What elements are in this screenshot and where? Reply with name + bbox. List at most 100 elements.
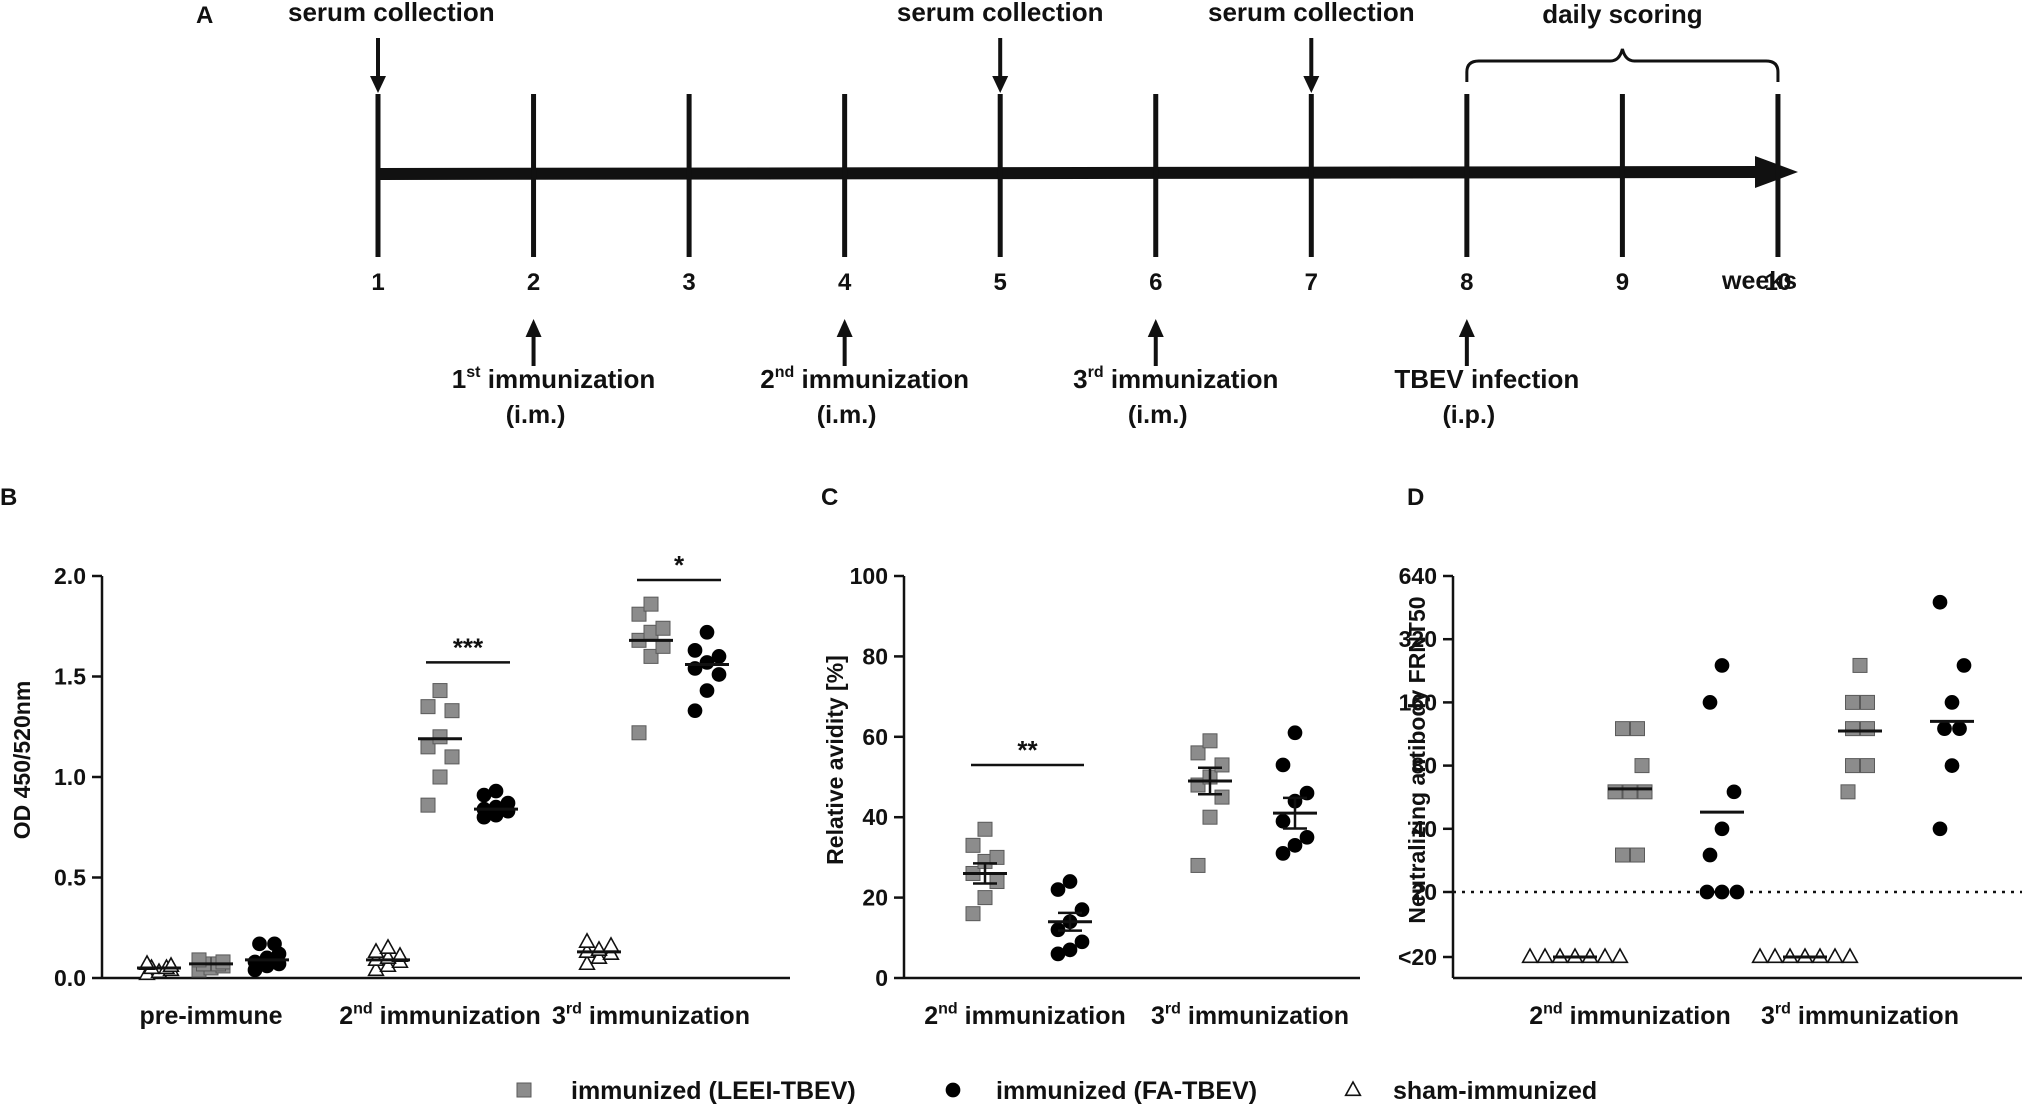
panel-c-avidity-chart: C 0 20 40 60 80 100 Relative avidity [%] 2nd imm… (821, 484, 1360, 1030)
data-point-circle (1275, 813, 1291, 829)
data-point-square (1860, 758, 1875, 774)
x-group-label-text: immunization (958, 1002, 1126, 1030)
event-label-text: immunization (794, 364, 969, 394)
y-tick-label: 80 (862, 643, 888, 669)
week-ticks (375, 94, 1781, 257)
data-point-square (444, 749, 460, 765)
data-point-circle (711, 649, 727, 664)
week-label-9: 9 (1616, 269, 1629, 296)
x-group-label-text: immunization (373, 1002, 541, 1030)
y-tick-label: 80 (1411, 753, 1437, 779)
x-group-label-text: immunization (1181, 1002, 1349, 1030)
data-point-square (965, 837, 981, 853)
serum-collection-arrow-head (370, 76, 386, 93)
data-point-square (1214, 789, 1230, 805)
scoring-brace (1465, 48, 1780, 82)
panel-label-c: C (821, 484, 838, 511)
data-point-circle (252, 936, 267, 952)
serum-collection-annotations: serum collection serum collection serum co… (288, 0, 1415, 93)
data-point-square (1845, 721, 1860, 737)
x-group-label-superscript: rd (1165, 1001, 1181, 1018)
week-label-10: 10 (1765, 269, 1792, 296)
data-point-square (977, 890, 993, 906)
data-point-circle (1050, 946, 1066, 962)
data-point-circle (1714, 821, 1730, 837)
data-point-square (1607, 784, 1623, 800)
y-tick-label: 1.5 (54, 664, 86, 690)
data-point-circle (1702, 695, 1718, 710)
data-point-circle (699, 624, 715, 640)
y-tick-label: 2.0 (54, 563, 86, 589)
y-tick-label: 40 (1411, 816, 1437, 842)
data-point-square (655, 620, 671, 636)
data-point-circle (1932, 821, 1948, 837)
data-point-square (1615, 847, 1630, 863)
x-group-label: 3rd immunization (552, 1001, 750, 1031)
data-point-square (1214, 757, 1230, 773)
data-point-triangle (1841, 947, 1859, 964)
event-label: TBEV infection (1394, 364, 1579, 394)
data-point-square (977, 821, 993, 837)
significance-label: * (674, 550, 685, 580)
data-point-square (420, 797, 436, 813)
y-tick-label: 0.0 (54, 965, 86, 991)
panel-label-d: D (1407, 484, 1424, 511)
event-label-text: immunization (1104, 364, 1279, 394)
x-group-label-superscript: rd (1775, 1001, 1791, 1018)
panel-label-a: A (196, 2, 213, 29)
data-point-triangle (602, 936, 620, 952)
x-group-label-superscript: nd (353, 1001, 373, 1018)
legend-marker-triangle (1344, 1080, 1362, 1097)
event-label: 1st immunization (452, 364, 655, 394)
data-point-square (1630, 847, 1645, 863)
data-point-square (432, 769, 448, 785)
y-axis-label: OD 450/520nm (9, 681, 35, 840)
panel-d-neutralization-chart: D <20 20 40 80 160 320 640 Neutralizing antibody… (1398, 484, 2022, 1030)
data-point-triangle (1766, 947, 1784, 964)
legend-label: immunized (LEEI-TBEV) (571, 1077, 856, 1104)
daily-scoring-annotation: daily scoring (1465, 0, 1780, 82)
data-point-circle (1287, 837, 1303, 853)
data-point-circle (1726, 784, 1742, 800)
legend-marker-circle (945, 1082, 961, 1098)
week-labels: 1 2 3 4 5 6 7 8 9 10 (371, 269, 1791, 296)
data-point-square (965, 906, 981, 922)
x-group-label-superscript: nd (938, 1001, 958, 1018)
data-point-triangle (1826, 947, 1844, 964)
data-point-circle (1275, 846, 1291, 861)
data-point-circle (687, 643, 703, 658)
x-group-label: 3rd immunization (1761, 1001, 1959, 1031)
x-group-label-number: 2 (339, 1002, 353, 1030)
significance-label: ** (1017, 735, 1038, 765)
week-label-7: 7 (1305, 269, 1318, 296)
data-point-circle (711, 667, 727, 682)
y-tick-label: 20 (862, 885, 888, 911)
x-group-label-superscript: nd (1543, 1001, 1563, 1018)
event-label: 2nd immunization (760, 364, 969, 394)
event-label: 3rd immunization (1073, 364, 1278, 394)
data-point-circle (500, 795, 516, 811)
data-point-square (631, 725, 647, 741)
data-point-circle (259, 950, 275, 966)
data-point-circle (1074, 934, 1090, 950)
significance-label: *** (453, 632, 484, 662)
data-point-circle (1702, 847, 1718, 863)
y-tick-label: 320 (1399, 626, 1437, 652)
y-tick-label: 1.0 (54, 764, 86, 790)
y-tick-label: 40 (862, 804, 888, 830)
serum-collection-arrow-head (1303, 76, 1320, 93)
week-label-2: 2 (527, 269, 540, 296)
data-point-square (1634, 758, 1650, 774)
legend: immunized (LEEI-TBEV) immunized (FA-TBEV)… (516, 1077, 1597, 1104)
data-point-circle (267, 936, 282, 952)
data-point-circle (1956, 658, 1972, 673)
y-tick-label: 160 (1399, 689, 1437, 715)
serum-collection-label: serum collection (288, 0, 495, 27)
data-point-square (643, 648, 659, 664)
timeline-axis (377, 166, 1761, 180)
data-point-square (1615, 721, 1630, 737)
event-label-superscript: rd (1088, 364, 1104, 381)
data-point-square (432, 729, 448, 745)
data-point-square (1637, 784, 1653, 800)
data-point-square (215, 954, 231, 970)
